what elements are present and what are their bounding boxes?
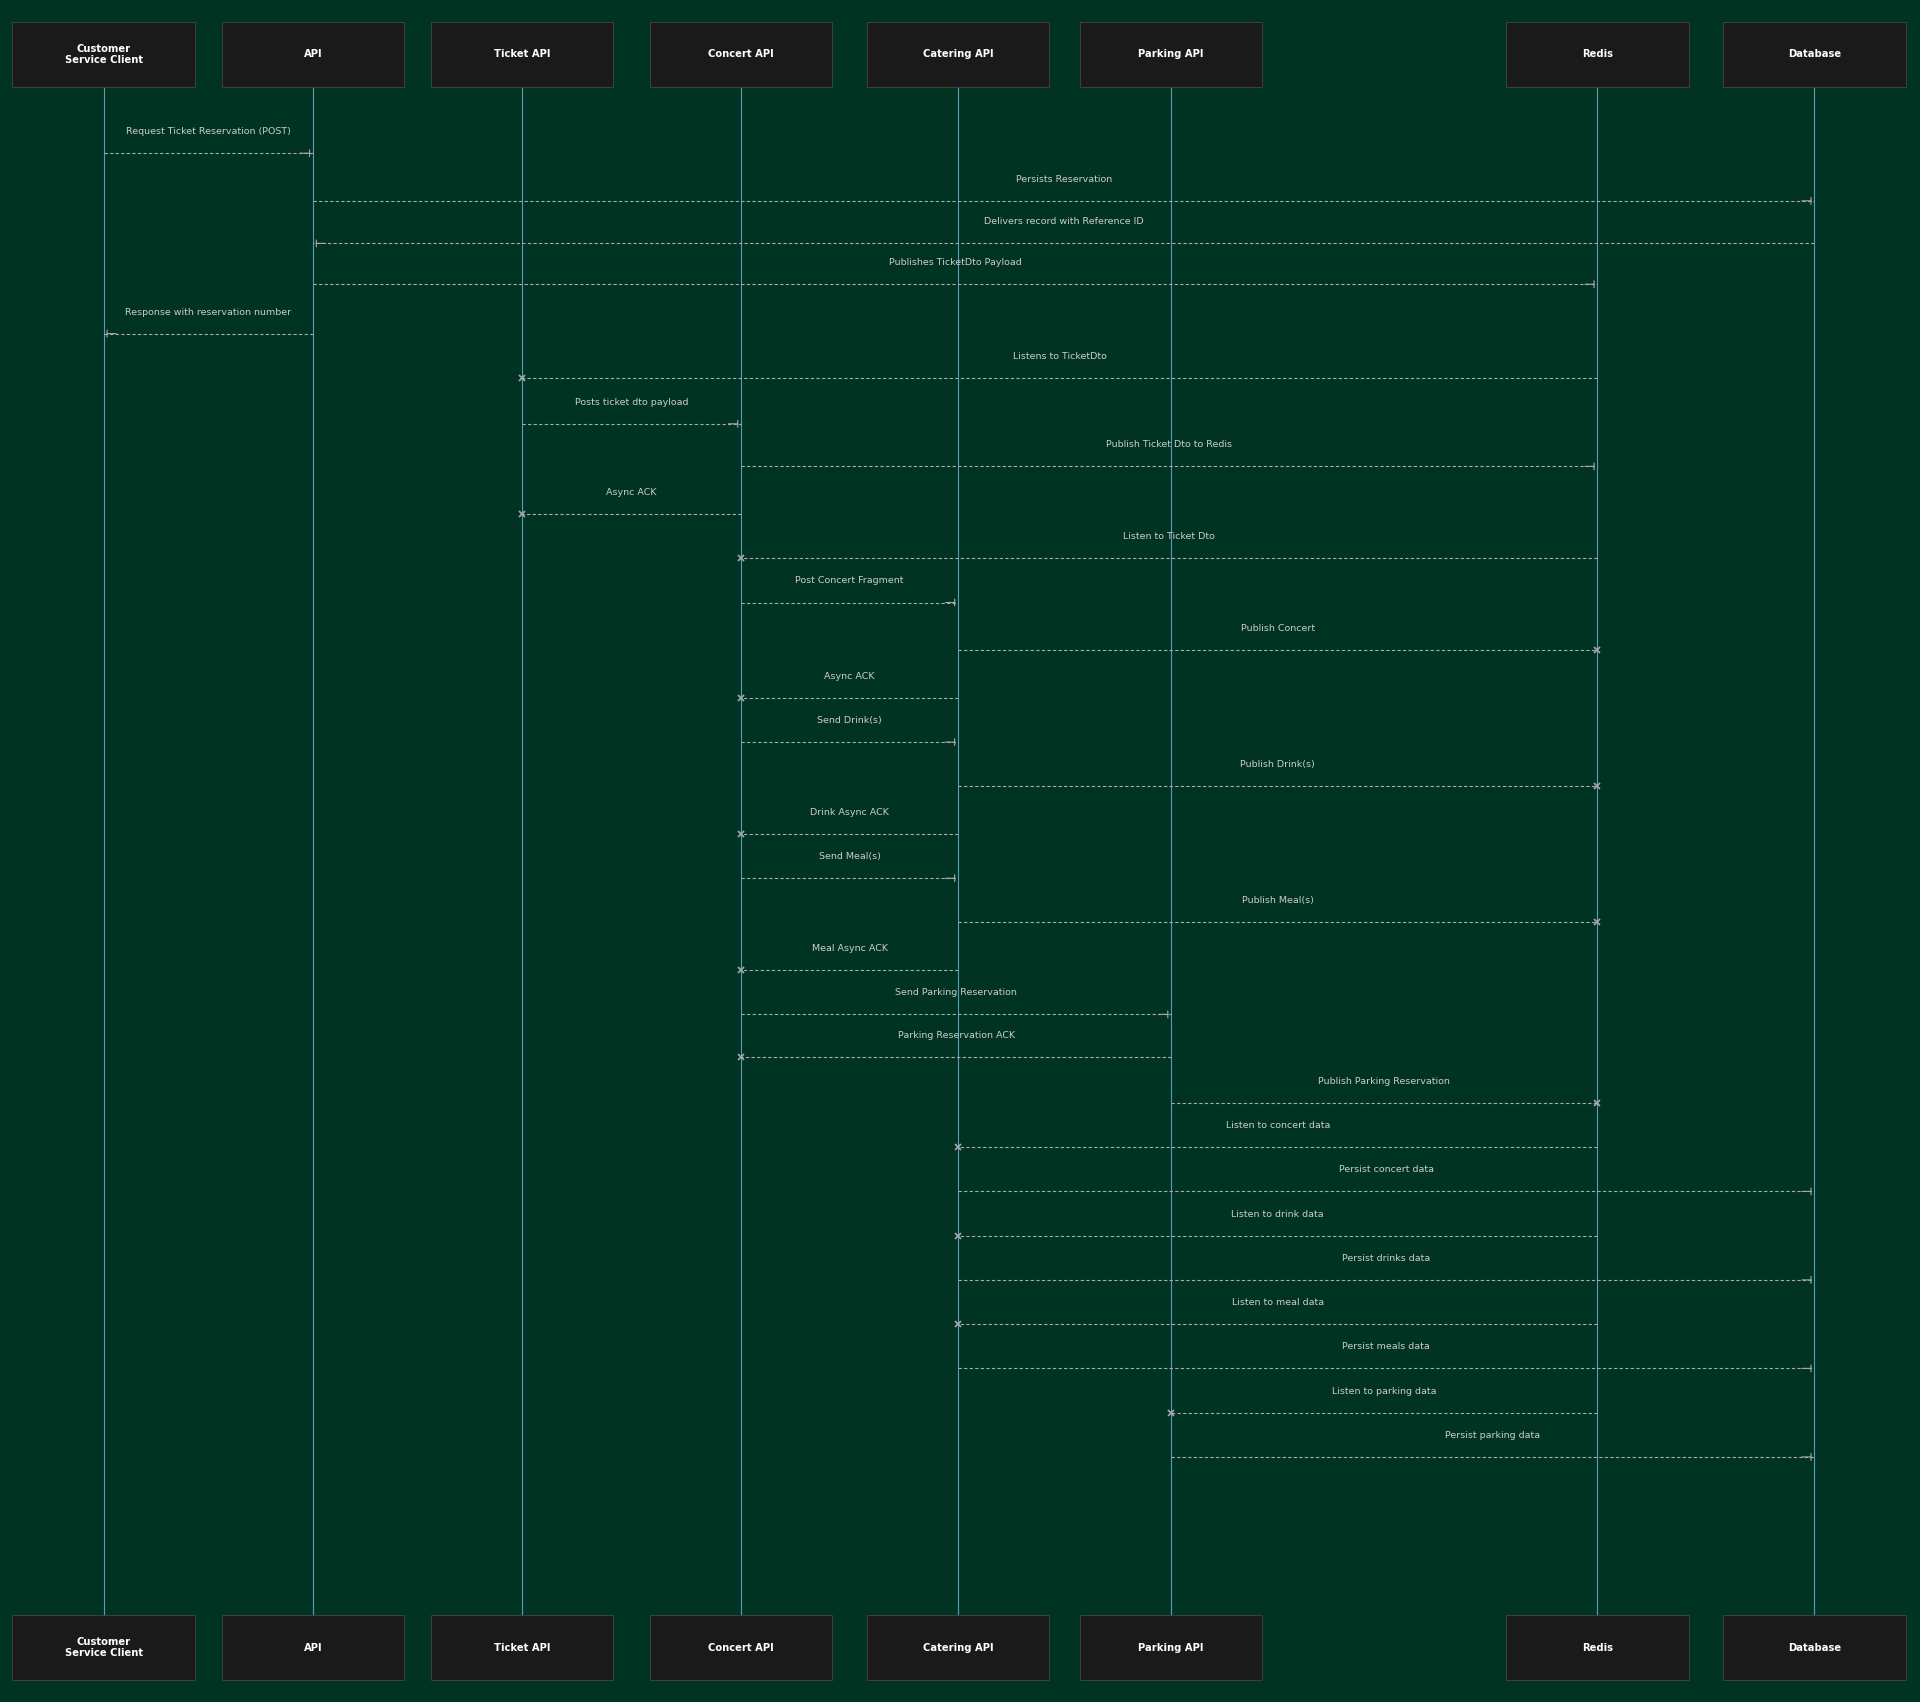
Text: Delivers record with Reference ID: Delivers record with Reference ID bbox=[983, 218, 1144, 226]
Text: Posts ticket dto payload: Posts ticket dto payload bbox=[574, 398, 689, 407]
Text: Drink Async ACK: Drink Async ACK bbox=[810, 808, 889, 817]
Text: Ticket API: Ticket API bbox=[493, 49, 551, 60]
Bar bbox=[1505, 1615, 1690, 1680]
Text: Parking API: Parking API bbox=[1139, 1642, 1204, 1653]
Bar bbox=[1079, 22, 1263, 87]
Text: Publish Concert: Publish Concert bbox=[1240, 625, 1315, 633]
Text: Redis: Redis bbox=[1582, 1642, 1613, 1653]
Text: Listen to Ticket Dto: Listen to Ticket Dto bbox=[1123, 533, 1215, 541]
Bar bbox=[223, 1615, 405, 1680]
Text: Send Parking Reservation: Send Parking Reservation bbox=[895, 989, 1018, 997]
Bar bbox=[12, 1615, 196, 1680]
Text: Listen to drink data: Listen to drink data bbox=[1231, 1210, 1325, 1219]
Bar bbox=[649, 1615, 833, 1680]
Text: Concert API: Concert API bbox=[708, 49, 774, 60]
Text: Persist parking data: Persist parking data bbox=[1446, 1431, 1540, 1440]
Bar bbox=[649, 22, 833, 87]
Text: Customer
Service Client: Customer Service Client bbox=[65, 1637, 142, 1658]
Text: Post Concert Fragment: Post Concert Fragment bbox=[795, 577, 904, 585]
Text: API: API bbox=[303, 49, 323, 60]
Text: Publish Ticket Dto to Redis: Publish Ticket Dto to Redis bbox=[1106, 441, 1233, 449]
Text: Persists Reservation: Persists Reservation bbox=[1016, 175, 1112, 184]
Text: Persist concert data: Persist concert data bbox=[1338, 1166, 1434, 1174]
Bar bbox=[432, 22, 614, 87]
Text: Persist drinks data: Persist drinks data bbox=[1342, 1254, 1430, 1263]
Text: Database: Database bbox=[1788, 1642, 1841, 1653]
Text: Redis: Redis bbox=[1582, 49, 1613, 60]
Text: Send Meal(s): Send Meal(s) bbox=[818, 853, 881, 861]
Text: API: API bbox=[303, 1642, 323, 1653]
Text: Listen to concert data: Listen to concert data bbox=[1225, 1122, 1331, 1130]
Text: Response with reservation number: Response with reservation number bbox=[125, 308, 292, 317]
Text: Async ACK: Async ACK bbox=[607, 488, 657, 497]
Bar bbox=[1722, 22, 1905, 87]
Bar bbox=[868, 1615, 1048, 1680]
Text: Concert API: Concert API bbox=[708, 1642, 774, 1653]
Text: Catering API: Catering API bbox=[924, 49, 993, 60]
Text: Persist meals data: Persist meals data bbox=[1342, 1343, 1430, 1351]
Text: Publish Parking Reservation: Publish Parking Reservation bbox=[1319, 1077, 1450, 1086]
Bar bbox=[1079, 1615, 1263, 1680]
Text: Send Drink(s): Send Drink(s) bbox=[818, 717, 881, 725]
Text: Customer
Service Client: Customer Service Client bbox=[65, 44, 142, 65]
Bar bbox=[12, 22, 196, 87]
Bar bbox=[432, 1615, 614, 1680]
Text: Request Ticket Reservation (POST): Request Ticket Reservation (POST) bbox=[127, 128, 290, 136]
Text: Parking Reservation ACK: Parking Reservation ACK bbox=[897, 1031, 1016, 1040]
Text: Listen to parking data: Listen to parking data bbox=[1332, 1387, 1436, 1396]
Text: Async ACK: Async ACK bbox=[824, 672, 876, 681]
Text: Ticket API: Ticket API bbox=[493, 1642, 551, 1653]
Bar bbox=[1722, 1615, 1905, 1680]
Bar bbox=[1505, 22, 1690, 87]
Text: Listens to TicketDto: Listens to TicketDto bbox=[1014, 352, 1106, 361]
Text: Meal Async ACK: Meal Async ACK bbox=[812, 945, 887, 953]
Text: Publishes TicketDto Payload: Publishes TicketDto Payload bbox=[889, 259, 1021, 267]
Text: Publish Meal(s): Publish Meal(s) bbox=[1242, 897, 1313, 905]
Text: Catering API: Catering API bbox=[924, 1642, 993, 1653]
Text: Database: Database bbox=[1788, 49, 1841, 60]
Text: Parking API: Parking API bbox=[1139, 49, 1204, 60]
Bar bbox=[868, 22, 1048, 87]
Text: Listen to meal data: Listen to meal data bbox=[1233, 1299, 1323, 1307]
Text: Publish Drink(s): Publish Drink(s) bbox=[1240, 761, 1315, 769]
Bar bbox=[223, 22, 405, 87]
